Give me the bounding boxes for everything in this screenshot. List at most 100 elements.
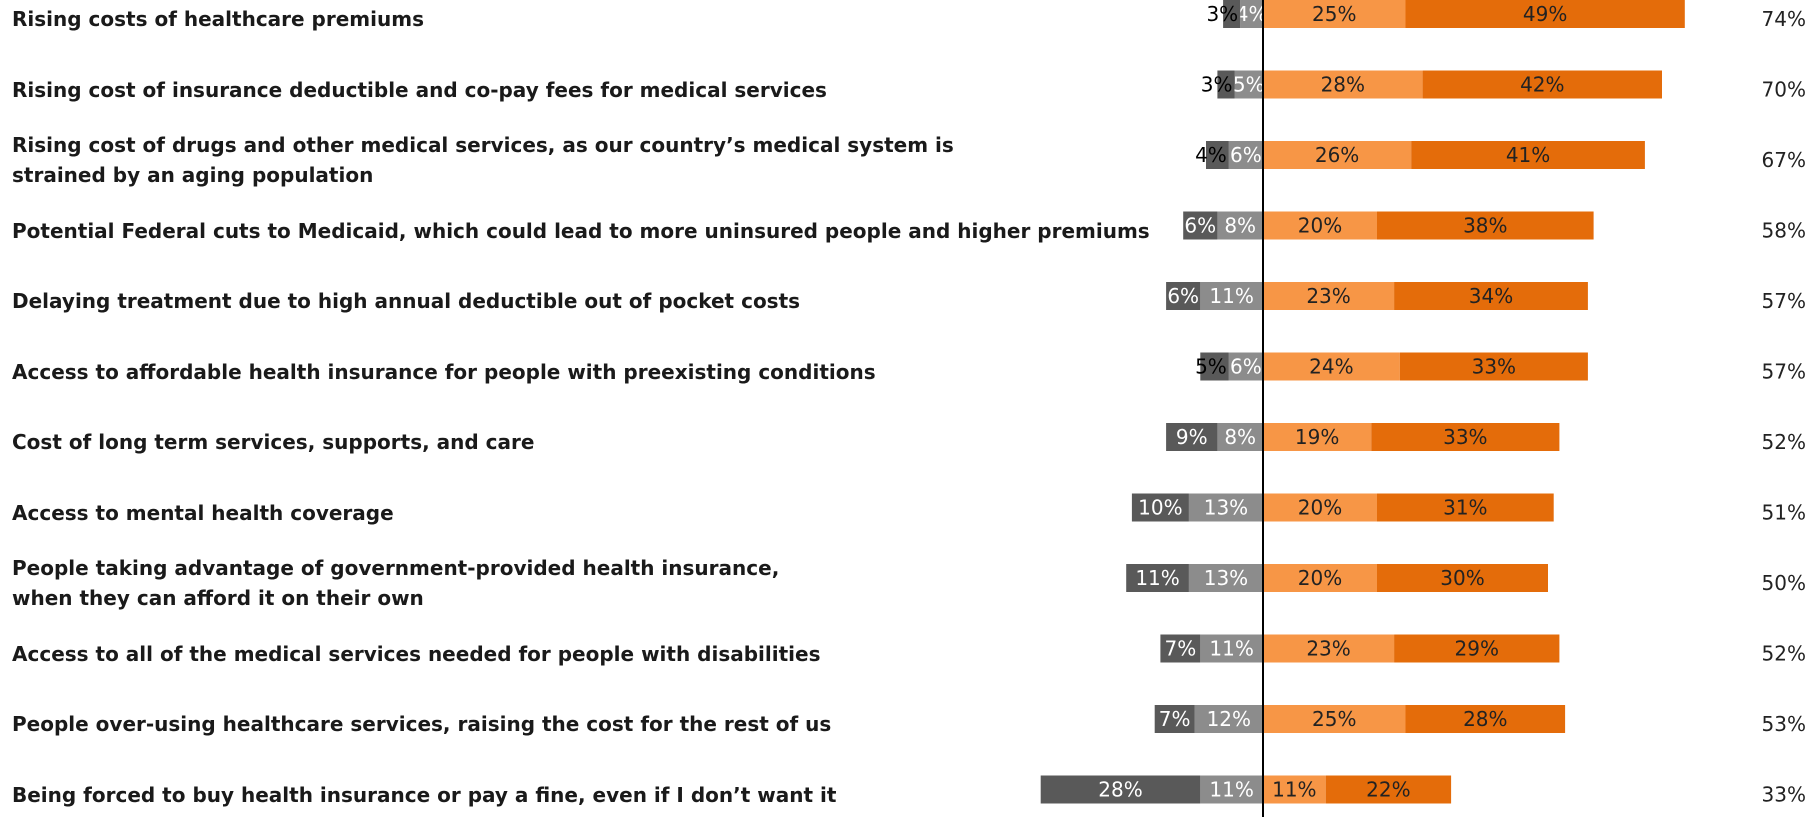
value-label: 11% xyxy=(1135,566,1179,590)
value-label: 11% xyxy=(1209,284,1253,308)
value-label: 34% xyxy=(1469,284,1513,308)
total-label: 70% xyxy=(1762,78,1806,102)
value-label: 20% xyxy=(1298,496,1342,520)
value-label: 25% xyxy=(1312,707,1356,731)
value-label: 28% xyxy=(1321,73,1365,97)
value-label: 28% xyxy=(1463,707,1507,731)
value-label: 12% xyxy=(1207,707,1251,731)
value-label: 19% xyxy=(1295,425,1339,449)
bar-segment xyxy=(1377,211,1594,240)
bar-segment xyxy=(1263,775,1326,804)
bar-segment xyxy=(1325,775,1452,804)
value-label: 31% xyxy=(1443,496,1487,520)
bar-segment xyxy=(1217,211,1263,240)
category-label: Access to mental health coverage xyxy=(12,500,394,525)
bar-segment xyxy=(1223,0,1241,28)
value-label: 7% xyxy=(1164,637,1196,661)
value-label: 28% xyxy=(1098,778,1142,802)
value-label: 6% xyxy=(1230,355,1262,379)
bar-segment xyxy=(1217,70,1235,99)
bar-segment xyxy=(1200,282,1263,310)
bar-segment xyxy=(1217,423,1263,451)
bar-segment xyxy=(1194,705,1263,733)
value-label: 23% xyxy=(1306,637,1350,661)
value-label: 8% xyxy=(1224,425,1256,449)
total-label: 74% xyxy=(1762,7,1806,31)
bar-segment xyxy=(1160,634,1201,663)
value-label: 11% xyxy=(1209,637,1253,661)
bar-segment xyxy=(1206,141,1229,169)
category-label: Delaying treatment due to high annual de… xyxy=(12,289,801,313)
value-label: 13% xyxy=(1204,496,1248,520)
bar-segment xyxy=(1188,493,1263,522)
value-label: 10% xyxy=(1138,496,1182,520)
bar-segment xyxy=(1394,282,1588,310)
bar-segment xyxy=(1188,564,1263,592)
value-label: 49% xyxy=(1523,2,1567,26)
bar-segment xyxy=(1154,705,1195,733)
value-label: 24% xyxy=(1309,355,1353,379)
bar-segment xyxy=(1126,564,1189,592)
value-label: 33% xyxy=(1443,425,1487,449)
total-label: 58% xyxy=(1762,219,1806,243)
total-label: 57% xyxy=(1762,360,1806,384)
category-label: Access to all of the medical services ne… xyxy=(12,641,821,666)
value-label: 13% xyxy=(1204,566,1248,590)
value-label: 33% xyxy=(1472,355,1516,379)
category-label: Rising cost of insurance deductible and … xyxy=(12,77,827,102)
category-label: People taking advantage of government-pr… xyxy=(12,556,780,610)
bar-segment xyxy=(1131,493,1189,522)
value-label: 42% xyxy=(1520,73,1564,97)
bar-segment xyxy=(1040,775,1201,804)
value-label: 25% xyxy=(1312,2,1356,26)
total-label: 50% xyxy=(1762,571,1806,595)
value-label: 26% xyxy=(1315,143,1359,167)
category-label: Access to affordable health insurance fo… xyxy=(12,359,876,384)
total-label: 51% xyxy=(1762,501,1806,525)
bar-segment xyxy=(1405,0,1685,28)
bar-segment xyxy=(1263,70,1423,99)
category-label: People over-using healthcare services, r… xyxy=(12,712,832,736)
value-label: 22% xyxy=(1366,778,1410,802)
bar-segment xyxy=(1399,352,1588,381)
category-label: Potential Federal cuts to Medicaid, whic… xyxy=(12,218,1150,243)
bar-segment xyxy=(1377,564,1548,592)
value-label: 6% xyxy=(1230,143,1262,167)
bar-segment xyxy=(1263,282,1395,310)
bar-segment xyxy=(1234,70,1263,99)
bar-segment xyxy=(1371,423,1560,451)
value-label: 5% xyxy=(1195,355,1227,379)
value-label: 8% xyxy=(1224,214,1256,238)
bar-segment xyxy=(1240,0,1263,28)
total-label: 67% xyxy=(1762,148,1806,172)
value-label: 6% xyxy=(1184,214,1216,238)
bar-segment xyxy=(1200,634,1263,663)
bar-segment xyxy=(1405,705,1566,733)
bar-segment xyxy=(1263,493,1377,522)
value-label: 3% xyxy=(1206,2,1238,26)
bar-segment xyxy=(1263,141,1412,169)
value-label: 3% xyxy=(1201,73,1233,97)
value-label: 29% xyxy=(1455,637,1499,661)
bar-segment xyxy=(1166,282,1201,310)
value-label: 38% xyxy=(1463,214,1507,238)
total-label: 52% xyxy=(1762,642,1806,666)
category-label: Rising cost of drugs and other medical s… xyxy=(12,133,954,187)
bar-segment xyxy=(1377,493,1554,522)
bar-segment xyxy=(1411,141,1645,169)
category-label: Rising costs of healthcare premiums xyxy=(12,7,424,31)
value-label: 23% xyxy=(1306,284,1350,308)
category-label: Cost of long term services, supports, an… xyxy=(12,430,535,454)
bar-segment xyxy=(1183,211,1218,240)
value-label: 20% xyxy=(1298,566,1342,590)
bar-segment xyxy=(1166,423,1218,451)
bar-segment xyxy=(1263,211,1377,240)
bar-segment xyxy=(1263,634,1395,663)
value-label: 30% xyxy=(1440,566,1484,590)
total-label: 52% xyxy=(1762,430,1806,454)
bar-segment xyxy=(1200,775,1263,804)
value-label: 20% xyxy=(1298,214,1342,238)
total-label: 53% xyxy=(1762,712,1806,736)
